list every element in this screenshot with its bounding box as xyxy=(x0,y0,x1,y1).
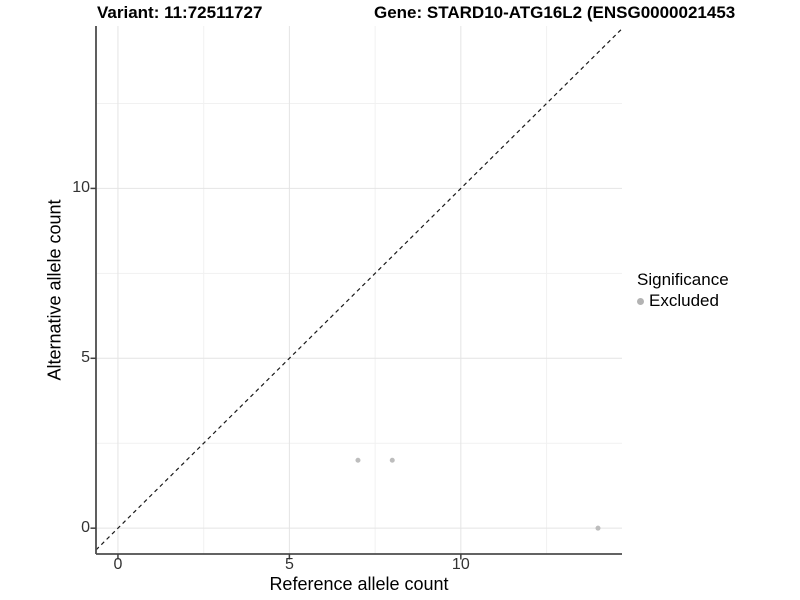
identity-reference-line xyxy=(95,28,623,551)
y-tick-label: 0 xyxy=(81,519,90,537)
data-point xyxy=(355,457,361,463)
x-tick-label: 5 xyxy=(284,556,294,573)
legend: Significance Excluded xyxy=(637,270,729,311)
legend-item-excluded: Excluded xyxy=(637,291,729,311)
y-tick-label: 5 xyxy=(81,349,90,367)
x-tick-label: 0 xyxy=(113,556,123,573)
x-axis-title: Reference allele count xyxy=(269,574,449,594)
legend-item-label: Excluded xyxy=(649,291,719,310)
plot-title-gene: Gene: STARD10-ATG16L2 (ENSG0000021453 xyxy=(374,3,736,22)
data-point xyxy=(389,457,395,463)
x-tick-label: 10 xyxy=(451,556,470,573)
legend-key-dot-icon xyxy=(637,297,644,305)
data-point xyxy=(595,525,601,531)
legend-title: Significance xyxy=(637,270,729,289)
plot-title-variant: Variant: 11:72511727 xyxy=(97,3,263,22)
y-tick-label: 10 xyxy=(72,179,90,197)
